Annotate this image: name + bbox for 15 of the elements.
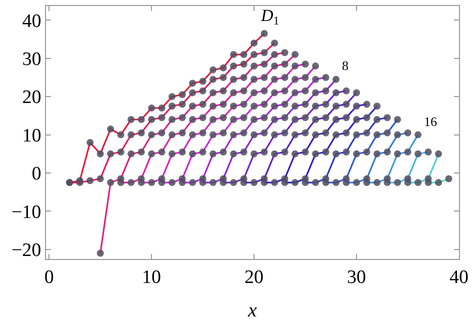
annotation: 16 (424, 114, 438, 129)
y-tick-label: 40 (22, 10, 42, 32)
x-tick-label: 20 (244, 266, 264, 288)
y-tick-label: 30 (22, 49, 42, 70)
x-tick-label: 40 (450, 266, 468, 288)
y-tick-label: 0 (32, 164, 42, 185)
y-tick-label: −20 (11, 240, 42, 262)
y-tick-label: −10 (11, 202, 42, 223)
x-axis-title: x (247, 299, 258, 322)
annotation: 8 (342, 58, 348, 73)
y-tick-label: 10 (22, 125, 42, 146)
y-tick-label: 20 (22, 87, 42, 108)
annotation: D$_{1}$ (260, 6, 280, 28)
x-tick-label: 30 (347, 266, 366, 288)
x-tick-label: 10 (142, 266, 162, 288)
